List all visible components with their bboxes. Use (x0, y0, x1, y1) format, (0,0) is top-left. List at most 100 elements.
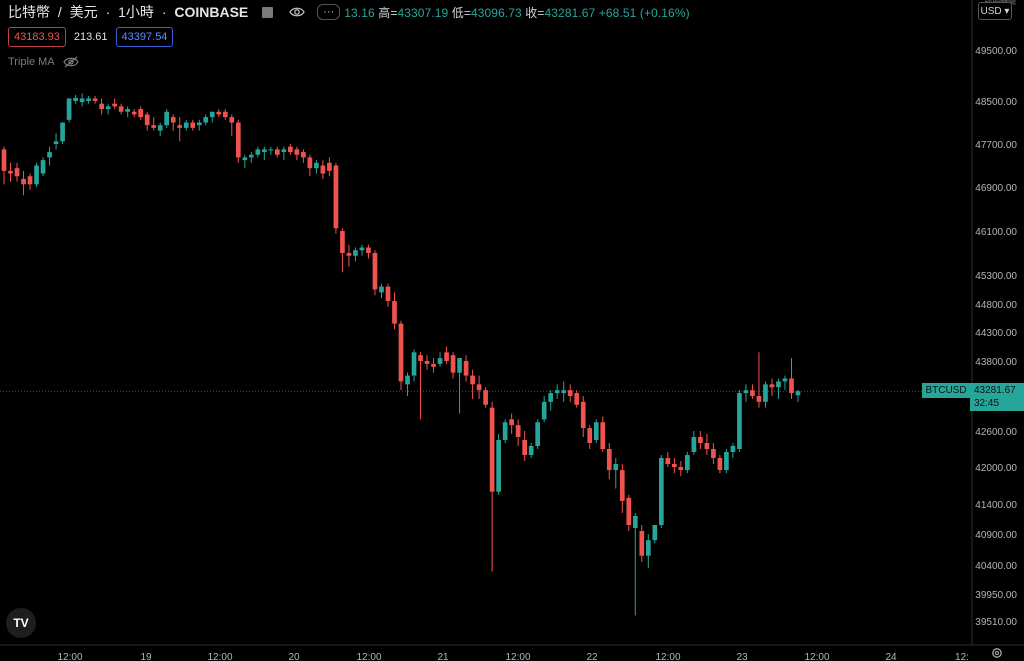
candle-body (40, 160, 46, 174)
eye-off-icon[interactable] (62, 56, 79, 68)
candle-body (730, 446, 736, 452)
candle-body (795, 391, 801, 396)
y-tick-label: 42000.00 (975, 463, 1017, 474)
indicator-legend[interactable]: Triple MA (8, 56, 79, 68)
quote-row: 43183.93 213.61 43397.54 (8, 27, 174, 47)
candle-body (639, 531, 645, 556)
candle-body (567, 390, 573, 396)
candle-body (209, 111, 215, 118)
x-tick-label: 12: (955, 652, 969, 661)
x-tick-label: 21 (437, 652, 449, 661)
tradingview-logo-icon[interactable]: TV (6, 608, 36, 638)
ohlc-high-label: 高= (378, 5, 398, 20)
flag-icon[interactable] (262, 6, 274, 18)
symbol-separator: / (57, 4, 62, 20)
more-options-button[interactable]: ··· (317, 4, 341, 20)
y-tick-label: 49500.00 (975, 46, 1017, 57)
candle-body (535, 422, 541, 446)
candle-body (27, 176, 33, 185)
candle-body (450, 355, 456, 373)
candle-body (372, 253, 378, 290)
candle-body (164, 111, 170, 126)
candle-body (509, 419, 514, 426)
candle-body (470, 375, 475, 385)
candle-body (411, 352, 417, 376)
candle-body (437, 358, 443, 364)
candle-body (34, 165, 39, 185)
candle-body (307, 157, 313, 169)
candle-body (248, 154, 254, 158)
candle-body (685, 455, 690, 471)
y-tick-label: 45300.00 (975, 271, 1017, 282)
buy-price-box[interactable]: 43397.54 (115, 27, 174, 47)
candle-body (554, 390, 560, 394)
y-tick-label: 42600.00 (975, 427, 1017, 438)
candle-body (496, 440, 501, 492)
candle-body (672, 464, 677, 467)
candle-body (288, 146, 293, 153)
candle-body (255, 149, 261, 155)
candle-body (183, 122, 189, 128)
ohlc-close: 43281.67 (544, 5, 596, 20)
bar-countdown: 32:45 (974, 398, 1000, 409)
spread-value: 213.61 (73, 31, 108, 43)
symbol-title[interactable]: 比特幣 / 美元 · 1小時 · COINBASE (8, 4, 249, 20)
candle-body (626, 497, 632, 525)
y-tick-label: 47700.00 (975, 140, 1017, 151)
candle-body (112, 103, 117, 107)
indicator-name: Triple MA (8, 56, 55, 68)
candle-body (314, 162, 319, 169)
chart-header: 比特幣 / 美元 · 1小時 · COINBASE ··· 13.16 高=43… (0, 0, 690, 24)
x-tick-label: 24 (885, 652, 897, 661)
candle-body (320, 165, 326, 174)
candle-body (379, 286, 384, 293)
candle-body (561, 390, 567, 394)
gear-icon[interactable] (990, 646, 1004, 660)
candle-body (548, 393, 554, 402)
candle-body (346, 253, 352, 256)
x-tick-label: 20 (288, 652, 300, 661)
candle-body (275, 149, 280, 155)
candle-body (424, 361, 430, 364)
ohlc-change: +68.51 (+0.16%) (598, 5, 690, 20)
candle-body (737, 393, 742, 449)
x-tick-label: 12:00 (207, 652, 232, 661)
x-tick-label: 12:00 (356, 652, 381, 661)
candle-body (515, 425, 521, 437)
candle-body (235, 122, 241, 158)
candle-body (144, 114, 150, 126)
candle-body (385, 286, 391, 302)
sell-price-box[interactable]: 43183.93 (8, 27, 66, 47)
candle-body (645, 540, 651, 556)
candle-body (619, 470, 625, 501)
currency-label: USD (980, 5, 1002, 17)
ohlc-low: 43096.73 (470, 5, 522, 20)
candle-body (73, 97, 78, 101)
candle-body (658, 458, 664, 525)
candle-body (398, 323, 404, 382)
candle-body (53, 141, 59, 144)
candle-body (418, 355, 423, 361)
y-tick-label: 46100.00 (975, 227, 1017, 238)
currency-selector[interactable]: USD ▾ (978, 2, 1012, 20)
candle-body (489, 407, 495, 492)
candle-body (711, 449, 716, 458)
quote-currency: 美元 (69, 4, 98, 20)
ohlc-close-label: 收= (525, 5, 545, 20)
eye-icon[interactable] (289, 6, 306, 18)
candle-body (769, 384, 775, 388)
x-tick-label: 19 (140, 652, 152, 661)
candle-body (229, 117, 235, 123)
x-tick-label: 22 (586, 652, 598, 661)
candle-body (340, 231, 345, 253)
price-tag-symbol: BTCUSD (922, 383, 970, 398)
candle-body (541, 401, 547, 420)
candle-body (105, 106, 111, 110)
candle-body (190, 122, 196, 128)
candle-body (522, 440, 527, 455)
candle-body (750, 390, 755, 396)
candle-body (301, 152, 306, 158)
candle-body (222, 111, 228, 118)
symbol-name: 比特幣 (8, 4, 50, 20)
